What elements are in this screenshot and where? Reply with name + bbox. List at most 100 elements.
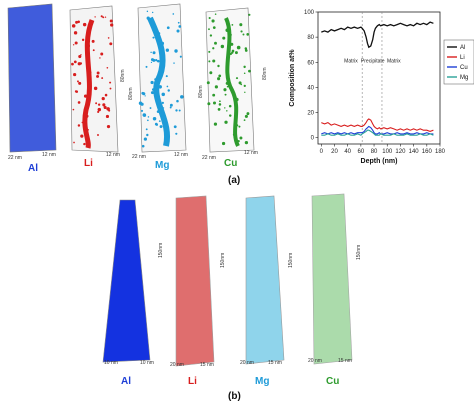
- atom-dot: [150, 22, 152, 24]
- atom-dot: [88, 71, 92, 74]
- atom-dot: [239, 136, 243, 140]
- atom-dot: [99, 57, 101, 59]
- atom-dot: [209, 71, 213, 75]
- atom-dot: [156, 59, 160, 63]
- atom-dot: [109, 87, 112, 90]
- b-li-label: Li: [188, 376, 197, 387]
- atom-dot: [173, 62, 175, 64]
- atom-dot: [176, 99, 179, 103]
- atom-dot: [180, 95, 184, 99]
- composition-profile-chart: 0 20 40 60 80 100 120 140 160 180020406080100Dept…: [289, 10, 474, 165]
- atom-dot: [103, 105, 107, 110]
- atom-dot: [224, 93, 227, 96]
- b-al-label: Al: [121, 376, 131, 387]
- legend-entry: Cu: [460, 65, 468, 71]
- b-mg-dim-x: 20 nm: [240, 360, 254, 366]
- y-tick-label: 60: [307, 60, 314, 66]
- atom-dot: [235, 97, 239, 102]
- y-tick-label: 40: [307, 85, 314, 91]
- a-cu-dim-y: 12 nm: [244, 150, 258, 156]
- atom-dot: [150, 80, 154, 85]
- atom-dot: [179, 55, 182, 58]
- a-cu-height: 80nm: [198, 85, 204, 98]
- a-mg-dim-y: 12 nm: [174, 152, 188, 158]
- atom-dot: [102, 97, 104, 99]
- atom-dot: [178, 25, 182, 28]
- atom-dot: [214, 85, 218, 89]
- atom-dot: [243, 84, 246, 88]
- a-cu-label: Cu: [224, 158, 238, 169]
- x-tick-label: 100: [382, 149, 393, 155]
- atom-dot: [172, 13, 175, 15]
- a-al-dim-y: 12 nm: [42, 152, 56, 158]
- atom-dot: [246, 32, 250, 36]
- atom-dot: [73, 72, 77, 77]
- atom-dot: [159, 125, 163, 129]
- atom-dot: [229, 33, 232, 37]
- atom-dot: [209, 34, 213, 37]
- b-cu-dim-x: 20 nm: [308, 358, 322, 364]
- atom-dot: [78, 54, 82, 59]
- atom-dot: [142, 113, 146, 117]
- atom-dot: [83, 142, 86, 146]
- atom-dot: [162, 60, 166, 64]
- atom-dot: [244, 49, 248, 52]
- atom-dot: [102, 16, 105, 19]
- atom-dot: [207, 102, 211, 106]
- atom-dot: [72, 108, 75, 111]
- x-tick-label: 120: [395, 149, 406, 155]
- x-tick-label: 0: [320, 149, 324, 155]
- atom-dot: [97, 110, 100, 114]
- atom-dot: [86, 99, 89, 102]
- atom-dot: [248, 13, 251, 16]
- legend-entry: Li: [460, 55, 465, 61]
- a-al-dim-x: 22 nm: [8, 155, 22, 161]
- atom-dot: [141, 144, 145, 148]
- atom-dot: [214, 41, 217, 45]
- apt-box-al: [7, 3, 57, 153]
- atom-dot: [82, 22, 87, 27]
- series-line-li: [321, 118, 434, 132]
- atom-dot: [212, 47, 215, 50]
- atom-dot: [145, 65, 148, 68]
- a-cu-dim-x: 22 nm: [202, 155, 216, 161]
- atom-dot: [242, 33, 245, 36]
- atom-dot: [174, 49, 178, 53]
- atom-dot: [246, 112, 250, 116]
- b-cu-label: Cu: [326, 376, 340, 387]
- atom-dot: [102, 103, 106, 107]
- atom-dot: [104, 16, 107, 18]
- atom-dot: [78, 81, 82, 85]
- apt-box-li: [69, 5, 119, 153]
- a-li-dim-y: 12 nm: [106, 152, 120, 158]
- atom-dot: [237, 140, 240, 143]
- atom-dot: [154, 78, 157, 81]
- atom-dot: [109, 42, 113, 46]
- atom-dot: [92, 49, 95, 52]
- atom-dot: [152, 51, 156, 55]
- a-li-label: Li: [84, 158, 93, 169]
- atom-dot: [154, 122, 158, 126]
- atom-dot: [169, 106, 172, 109]
- x-tick-label: 80: [371, 149, 378, 155]
- atom-dot: [244, 141, 249, 145]
- panel-b-reconstructions: [102, 193, 353, 367]
- atom-dot: [145, 128, 148, 131]
- b-cu-dim-y: 15 nm: [338, 358, 352, 364]
- b-box-al: [102, 199, 151, 363]
- atom-dot: [109, 81, 112, 84]
- atom-dot: [165, 48, 169, 52]
- atom-dot: [144, 95, 146, 97]
- atom-dot: [86, 44, 91, 48]
- atom-dot: [91, 39, 95, 43]
- atom-dot: [217, 64, 220, 68]
- b-al-dim-x: 10 nm: [104, 360, 118, 366]
- atom-dot: [161, 101, 164, 105]
- b-mg-label: Mg: [255, 376, 270, 387]
- atom-dot: [100, 15, 103, 18]
- atom-dot: [208, 16, 211, 20]
- atom-dot: [166, 85, 169, 88]
- b-box-li: [175, 195, 215, 367]
- atom-dot: [150, 91, 155, 95]
